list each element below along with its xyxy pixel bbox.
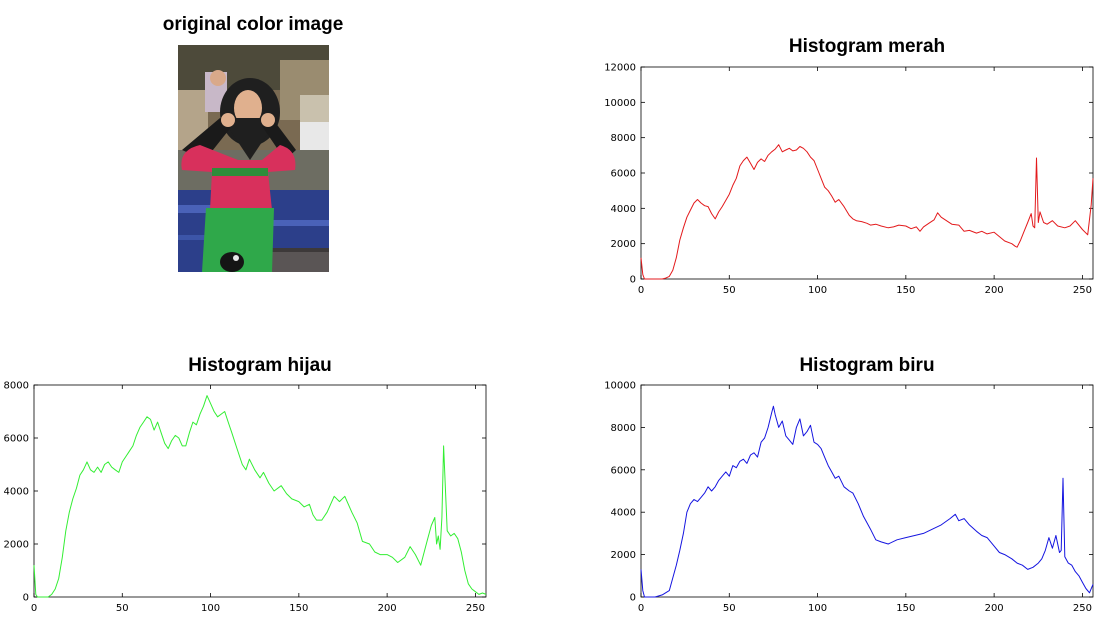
- histogram-line-merah: [640, 144, 1094, 280]
- x-tick-label: 200: [985, 285, 1004, 296]
- x-tick-label: 50: [723, 285, 736, 296]
- plot-frame-hijau: [33, 384, 487, 598]
- y-tick-label: 0: [630, 275, 636, 286]
- y-tick-label: 2000: [611, 239, 636, 250]
- y-tick-label: 6000: [4, 434, 29, 445]
- histogram-line-biru: [640, 405, 1094, 598]
- x-tick-label: 150: [896, 285, 915, 296]
- plot-frame-merah: [640, 66, 1094, 280]
- y-tick-label: 0: [23, 593, 29, 604]
- x-tick-label: 200: [378, 603, 397, 614]
- x-tick-label: 50: [723, 603, 736, 614]
- y-tick-label: 12000: [604, 63, 636, 74]
- y-tick-label: 2000: [611, 550, 636, 561]
- x-tick-label: 100: [808, 285, 827, 296]
- y-tick-label: 8000: [611, 133, 636, 144]
- y-tick-label: 4000: [611, 508, 636, 519]
- chart-title-biru: Histogram biru: [799, 355, 934, 376]
- x-tick-label: 0: [31, 603, 37, 614]
- y-tick-label: 2000: [4, 540, 29, 551]
- y-tick-label: 10000: [604, 98, 636, 109]
- chart-title-hijau: Histogram hijau: [188, 355, 332, 376]
- y-tick-label: 4000: [611, 204, 636, 215]
- chart-title-merah: Histogram merah: [789, 36, 945, 57]
- image-panel-title: original color image: [163, 14, 344, 35]
- x-tick-label: 150: [289, 603, 308, 614]
- original-color-photo: [178, 45, 329, 272]
- x-tick-label: 150: [896, 603, 915, 614]
- histogram-merah-chart: Histogram merah 0 50 100 150 200 250 0 2000 4000 6…: [604, 36, 1094, 296]
- x-tick-label: 100: [201, 603, 220, 614]
- plot-frame-biru: [640, 384, 1094, 598]
- x-tick-label: 200: [985, 603, 1004, 614]
- histogram-hijau-chart: Histogram hijau 0 50 100 150 200 250 0 2000 4000 6…: [4, 355, 487, 614]
- histogram-line-hijau: [33, 395, 487, 598]
- y-tick-label: 0: [630, 593, 636, 604]
- y-tick-label: 8000: [611, 423, 636, 434]
- y-tick-label: 10000: [604, 381, 636, 392]
- y-tick-label: 6000: [611, 169, 636, 180]
- x-tick-label: 250: [1073, 603, 1092, 614]
- x-tick-label: 0: [638, 285, 644, 296]
- x-tick-label: 250: [1073, 285, 1092, 296]
- x-tick-label: 100: [808, 603, 827, 614]
- x-tick-label: 0: [638, 603, 644, 614]
- x-tick-label: 50: [116, 603, 129, 614]
- y-tick-label: 4000: [4, 487, 29, 498]
- x-tick-label: 250: [466, 603, 485, 614]
- histogram-biru-chart: Histogram biru 0 50 100 150 200 250 0 2000 4000 60…: [604, 355, 1094, 614]
- y-tick-label: 6000: [611, 465, 636, 476]
- y-tick-label: 8000: [4, 381, 29, 392]
